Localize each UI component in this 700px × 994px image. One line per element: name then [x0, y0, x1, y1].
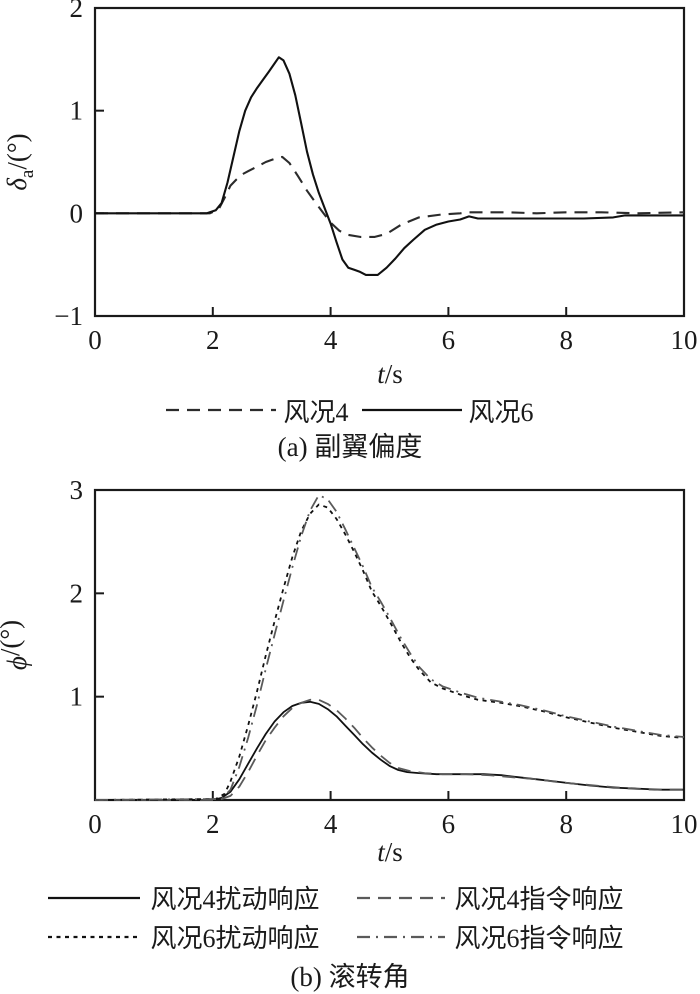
legend-line-sample-fk4-disturbance: [47, 896, 140, 899]
legend-label-fk6-command: 风况6指令响应: [454, 924, 624, 953]
chart-b-x-axis-label: t/s: [377, 837, 403, 867]
x-tick-label: 10: [671, 325, 698, 355]
chart-b-y-axis-label: ϕ/(°): [0, 620, 32, 670]
x-tick-label: 6: [442, 809, 456, 839]
y-tick-label: 2: [70, 0, 84, 23]
x-tick-label: 8: [559, 325, 573, 355]
panel-b: 0 2 4 6 8 10 1 2 3 ϕ/(°) t/s 风况4扰动响应 风况4指令响应 风况6…: [0, 463, 700, 993]
x-tick-label: 0: [88, 325, 102, 355]
legend-line-sample-fengkuang6: [361, 408, 462, 412]
legend-label-fengkuang4: 风况4: [283, 397, 349, 427]
plot-frame: [93, 488, 686, 802]
series-line-0: [95, 155, 685, 238]
legend-label-fengkuang6: 风况6: [468, 397, 534, 427]
legend-line-sample-fk4-command: [356, 896, 445, 899]
legend-label-fk4-disturbance: 风况4扰动响应: [150, 885, 320, 914]
chart-a-x-axis-label: t/s: [377, 359, 403, 389]
x-tick-label: 4: [324, 325, 338, 355]
x-tick-label: 4: [324, 809, 338, 839]
series-line-2: [94, 503, 685, 801]
series-line-1: [95, 56, 684, 276]
y-tick-label: 1: [70, 96, 84, 126]
x-tick-label: 10: [671, 809, 698, 839]
x-tick-label: 6: [442, 325, 456, 355]
y-tick-label: 3: [70, 475, 84, 505]
series-line-1: [95, 698, 684, 801]
y-tick-label: 1: [70, 682, 84, 712]
legend-line-sample-fk6-command: [356, 935, 445, 938]
panel-a: 0 2 4 6 8 10 −1 0 1 2 δa/(°) t/s 风况4 风况6 (a) 副翼偏度: [0, 0, 700, 463]
legend-line-sample-fk6-disturbance: [47, 935, 140, 938]
legend-label-fk6-disturbance: 风况6扰动响应: [150, 924, 320, 953]
legend-label-fk4-command: 风况4指令响应: [454, 885, 624, 914]
x-tick-label: 0: [88, 809, 102, 839]
legend-a: 风况4 风况6: [0, 395, 700, 427]
y-tick-label: −1: [54, 301, 83, 331]
chart-a-y-axis-label: δa/(°): [2, 133, 38, 190]
legend-line-sample-fengkuang4: [166, 408, 277, 412]
caption-a: (a) 副翼偏度: [277, 432, 423, 462]
y-tick-label: 2: [70, 578, 84, 608]
x-tick-label: 2: [206, 325, 220, 355]
caption-b: (b) 滚转角: [290, 962, 410, 992]
series-line-3: [94, 494, 685, 801]
y-tick-label: 0: [70, 198, 84, 228]
legend-b: 风况4扰动响应 风况4指令响应 风况6扰动响应 风况6指令响应: [0, 879, 700, 955]
x-tick-label: 8: [559, 809, 573, 839]
plot-frame: [93, 6, 686, 318]
x-tick-label: 2: [206, 809, 220, 839]
